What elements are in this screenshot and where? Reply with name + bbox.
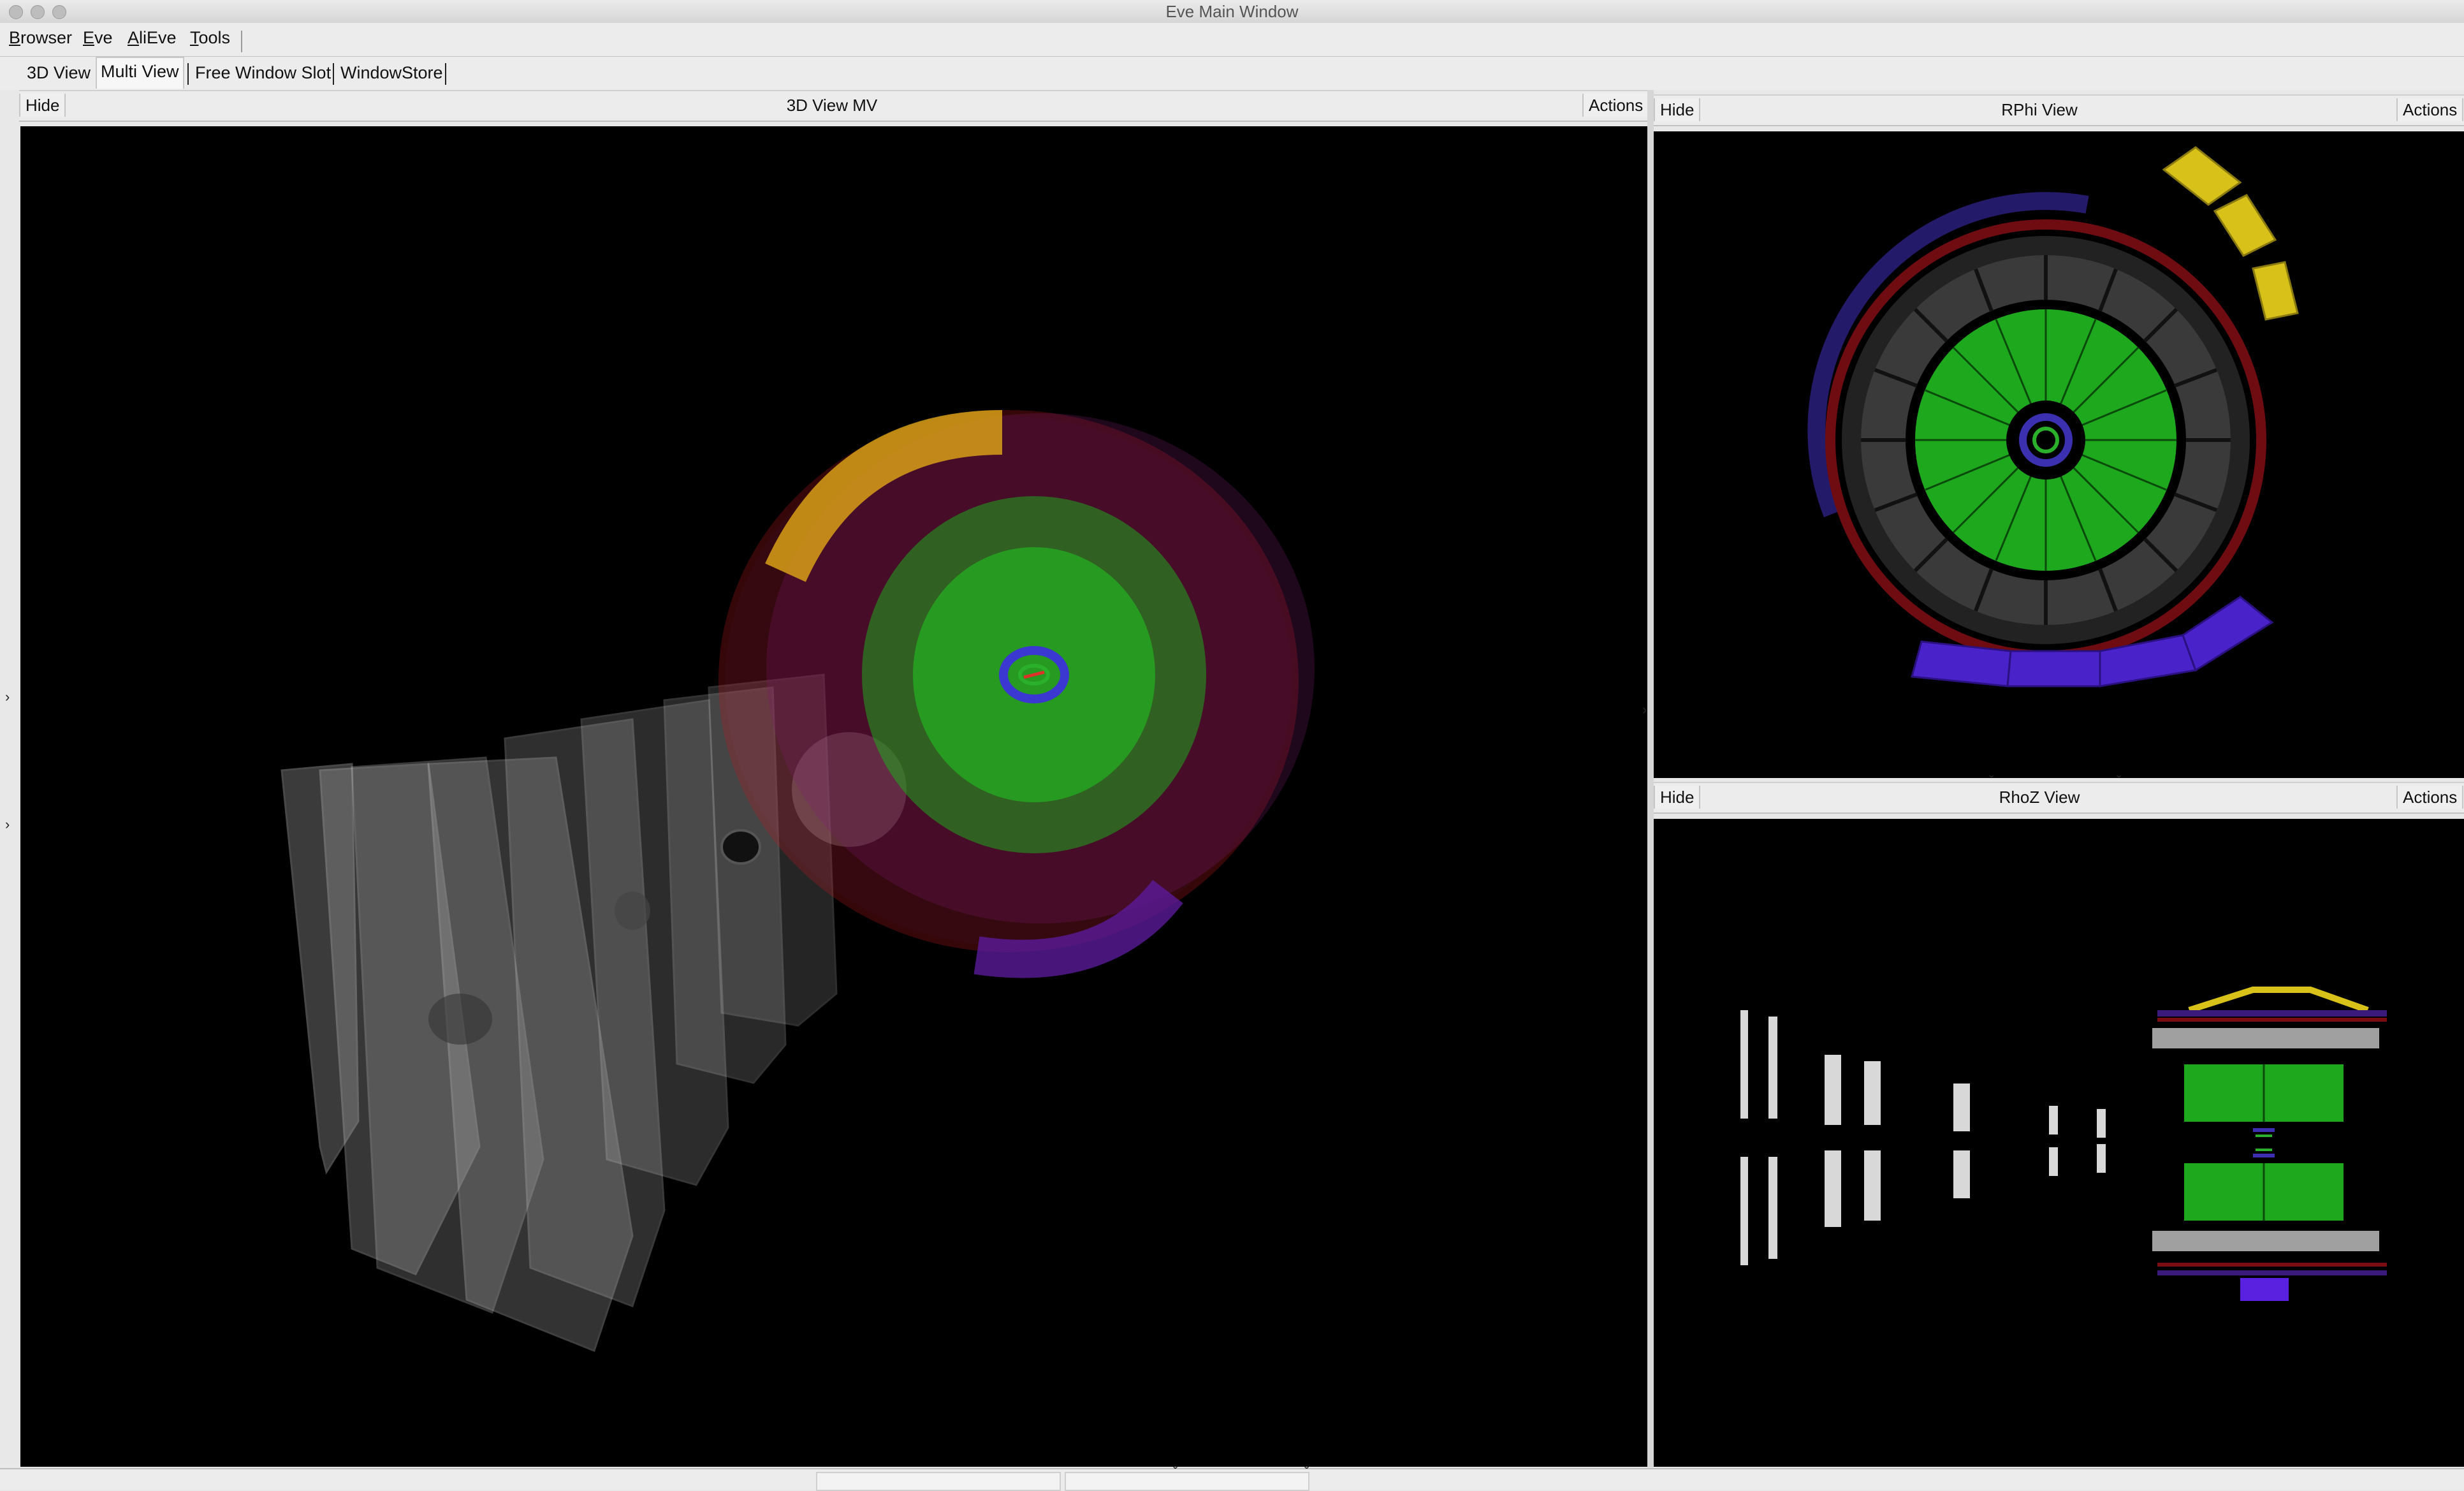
- rhoz-its-inner-bottom: [2256, 1149, 2272, 1151]
- tab-separator: [445, 63, 446, 85]
- zoom-window-icon[interactable]: [52, 5, 66, 19]
- rhoz-phos: [2240, 1278, 2289, 1301]
- tab-separator: [187, 63, 189, 85]
- splitter-handle-icon[interactable]: ˇ: [1173, 1464, 1178, 1480]
- rhoz-its-top: [2253, 1128, 2275, 1132]
- rphi-its-inner: [2032, 427, 2059, 453]
- menu-eve-mnemonic: E: [83, 28, 95, 47]
- left-dock-handle-icon[interactable]: ›: [5, 689, 10, 705]
- rhoz-hmpid-top: [2157, 1010, 2387, 1017]
- rphi-phos: [1911, 596, 2274, 687]
- rhoz-actions-button[interactable]: Actions: [2396, 786, 2464, 809]
- minimize-window-icon[interactable]: [31, 5, 45, 19]
- tab-bar: 3D View Multi View Free Window Slot Wind…: [0, 57, 2464, 90]
- splitter-handle-icon[interactable]: ˇ: [1989, 773, 1994, 789]
- menu-eve-label: ve: [94, 28, 113, 47]
- rhoz-emcal: [2188, 987, 2369, 1013]
- rphi-trd-outer: [1842, 236, 2250, 644]
- main-view-title: 3D View MV: [786, 96, 878, 115]
- rhoz-trd-top: [2152, 1028, 2379, 1048]
- splitter-handle-icon[interactable]: ˇ: [1304, 1464, 1309, 1480]
- main-actions-button[interactable]: Actions: [1582, 94, 1650, 117]
- rphi-hide-button[interactable]: Hide: [1654, 98, 1701, 121]
- menu-bar: Browser Eve AliEve Tools: [0, 23, 2464, 57]
- emcal-modules-3d: [765, 410, 1003, 582]
- rhoz-hmpid-bottom: [2157, 1270, 2387, 1275]
- rhoz-trd-bottom: [2152, 1231, 2379, 1251]
- rhoz-projection: [1740, 987, 2387, 1301]
- splitter-handle-icon[interactable]: ›: [1642, 701, 1647, 717]
- muon-chamber-hole: [615, 892, 650, 930]
- rhoz-its-inner-top: [2256, 1135, 2272, 1137]
- its-barrel: [999, 646, 1069, 703]
- rhoz-view-title: RhoZ View: [1999, 788, 2080, 807]
- menu-eve[interactable]: Eve: [83, 28, 113, 48]
- left-dock-handle-icon[interactable]: ›: [5, 816, 10, 832]
- beam-pipe: [1023, 670, 1045, 679]
- main-splitter[interactable]: [1647, 90, 1654, 1467]
- main-hide-button[interactable]: Hide: [19, 94, 66, 117]
- menu-alieve-mnemonic: A: [128, 28, 140, 47]
- status-bar: [0, 1468, 2464, 1491]
- menu-tools-mnemonic: T: [190, 28, 199, 47]
- menu-tools-label: ools: [198, 28, 231, 47]
- menu-tools[interactable]: Tools: [190, 28, 230, 48]
- its-inner-layer: [1018, 664, 1050, 686]
- menu-browser-label: rowser: [20, 28, 73, 47]
- phos-modules-3d: [973, 879, 1183, 978]
- rphi-projection: [1807, 146, 2299, 687]
- rhoz-tof-top: [2157, 1018, 2387, 1022]
- rhoz-hide-button[interactable]: Hide: [1654, 786, 1701, 809]
- rphi-emcal: [2162, 146, 2299, 321]
- rphi-actions-button[interactable]: Actions: [2396, 98, 2464, 121]
- menu-alieve-label: liEve: [139, 28, 177, 47]
- rhoz-view-header: Hide RhoZ View Actions: [1654, 782, 2464, 814]
- 3d-view-canvas[interactable]: [20, 126, 1647, 1467]
- front-absorber: [792, 732, 907, 847]
- rphi-tpc-inner-hole: [2006, 400, 2085, 480]
- rphi-hmpid-arc: [1807, 192, 2089, 518]
- rphi-view-canvas[interactable]: [1654, 131, 2464, 778]
- muon-chamber-shadow: [428, 994, 492, 1045]
- rhoz-tof-bottom: [2157, 1263, 2387, 1267]
- rhoz-muon-chambers: [1740, 1010, 2106, 1265]
- rphi-trd-segments: [1861, 255, 2231, 625]
- splitter-handle-icon[interactable]: ˇ: [2117, 773, 2122, 789]
- menu-browser[interactable]: Browser: [9, 28, 72, 48]
- main-view-header: Hide 3D View MV Actions: [19, 90, 1650, 122]
- tab-free-window-slot[interactable]: Free Window Slot: [195, 63, 332, 82]
- muon-absorber-hole: [720, 829, 761, 865]
- tab-multi-view[interactable]: Multi View: [96, 57, 184, 89]
- tab-windowstore[interactable]: WindowStore: [340, 63, 443, 82]
- rhoz-view-canvas[interactable]: [1654, 819, 2464, 1467]
- menu-alieve[interactable]: AliEve: [128, 28, 177, 48]
- tab-3d-view[interactable]: 3D View: [27, 63, 91, 82]
- title-bar: Eve Main Window: [0, 0, 2464, 24]
- window-title: Eve Main Window: [1165, 2, 1299, 21]
- menu-separator: [241, 31, 242, 52]
- menu-browser-mnemonic: B: [9, 28, 21, 47]
- rphi-view-header: Hide RPhi View Actions: [1654, 94, 2464, 126]
- rphi-view-title: RPhi View: [2001, 100, 2078, 119]
- 3d-detector-scene: [281, 410, 1315, 1352]
- rhoz-its-bottom: [2253, 1154, 2275, 1157]
- tab-separator: [333, 63, 334, 85]
- muon-chambers: [281, 673, 838, 1352]
- rphi-its: [2019, 413, 2073, 467]
- close-window-icon[interactable]: [9, 5, 23, 19]
